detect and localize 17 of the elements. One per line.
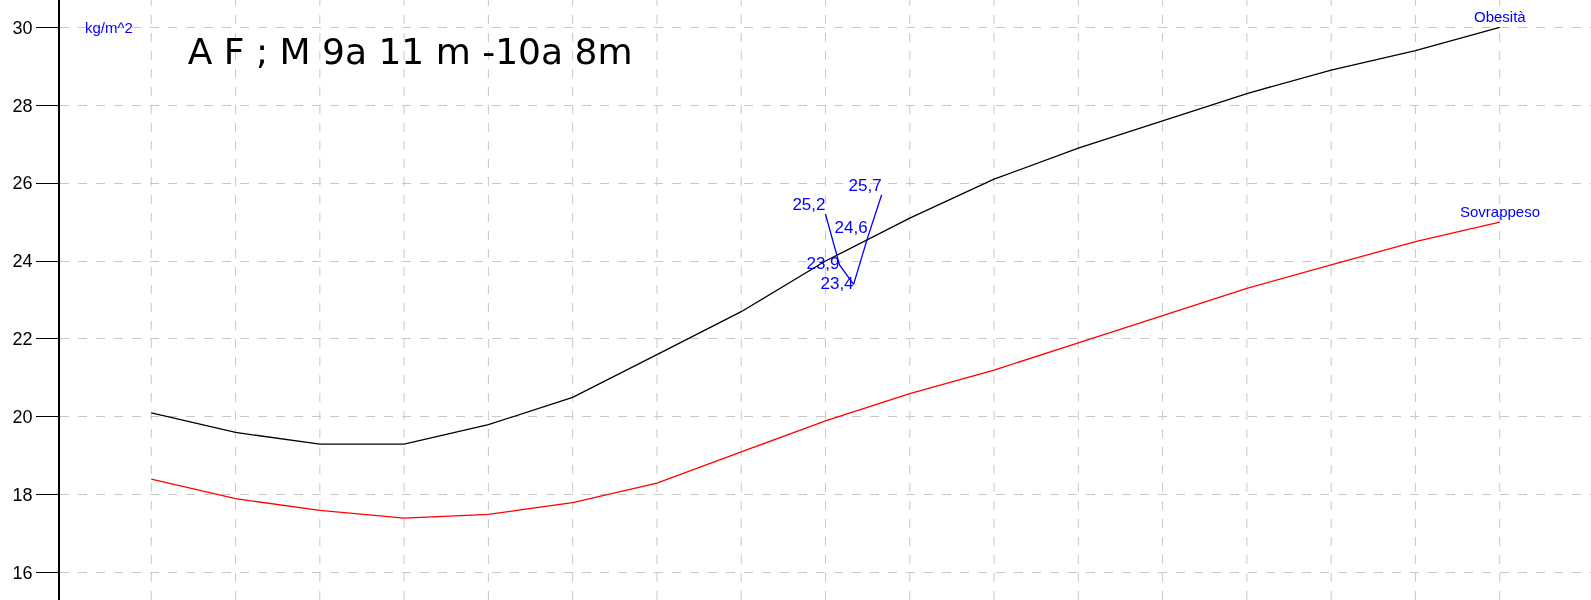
y-axis-title: kg/m^2 xyxy=(85,19,133,36)
y-tick-label: 28 xyxy=(12,95,33,116)
data-label: 24,6 xyxy=(834,218,868,238)
y-tick-label: 16 xyxy=(12,563,33,584)
series-label: Sovrappeso xyxy=(1460,203,1541,220)
y-tick-label: 18 xyxy=(12,485,33,506)
y-tick-label: 24 xyxy=(12,251,33,272)
y-tick-label: 22 xyxy=(12,329,33,350)
y-tick-label: 20 xyxy=(12,407,33,428)
data-label: 25,7 xyxy=(848,175,882,195)
text: A F ; M 9a 11 m -10a 8m xyxy=(187,30,633,72)
data-label: 23,4 xyxy=(820,273,854,293)
series-label: Obesità xyxy=(1474,8,1527,25)
line-series xyxy=(150,221,1501,519)
data-label: 25,2 xyxy=(792,195,826,215)
y-tick-label: 26 xyxy=(12,173,33,194)
y-tick-label: 30 xyxy=(12,17,33,38)
